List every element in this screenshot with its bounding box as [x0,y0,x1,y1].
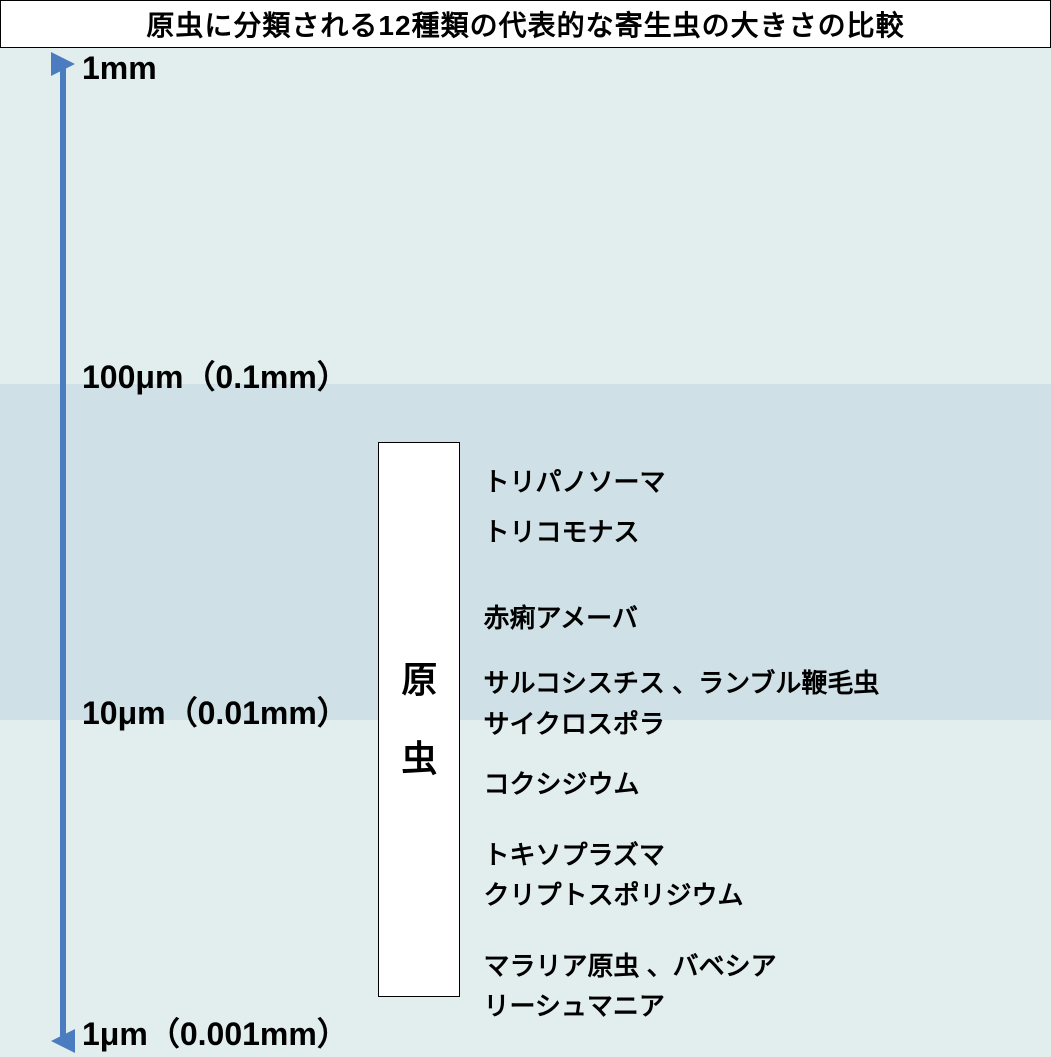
chart-body: 1mm 100μm（0.1mm） 10μm（0.01mm） 1μm（0.001m… [0,48,1051,1057]
title-text: 原虫に分類される12種類の代表的な寄生虫の大きさの比較 [146,4,904,44]
title-bar: 原虫に分類される12種類の代表的な寄生虫の大きさの比較 [0,0,1051,48]
organism-coccidia: コクシジウム [483,764,639,801]
category-box-protozoa: 原 虫 [378,442,460,997]
organism-sarcocystis-giardia: サルコシスチス 、ランブル鞭毛虫 [483,663,879,700]
scale-label-100um: 100μm（0.1mm） [82,352,349,398]
scale-label-10um: 10μm（0.01mm） [82,688,349,734]
diagram-container: 原虫に分類される12種類の代表的な寄生虫の大きさの比較 1mm 100μm（0.… [0,0,1051,1057]
organism-cryptosporidium: クリプトスポリジウム [483,875,743,912]
organism-leishmania: リーシュマニア [483,986,664,1023]
category-char-2: 虫 [401,738,437,779]
scale-label-1um: 1μm（0.001mm） [82,1009,349,1055]
organism-trypanosoma: トリパノソーマ [483,462,665,499]
organism-cyclospora: サイクロスポラ [483,704,664,741]
band-1mm-100um [0,48,1051,384]
category-label: 原 虫 [401,640,437,798]
scale-label-1mm: 1mm [82,50,157,87]
organism-trichomonas: トリコモナス [483,512,639,549]
organism-entamoeba: 赤痢アメーバ [483,598,637,635]
category-char-1: 原 [401,659,437,700]
organism-malaria-babesia: マラリア原虫 、バベシア [483,946,776,983]
organism-toxoplasma: トキソプラズマ [483,835,664,872]
